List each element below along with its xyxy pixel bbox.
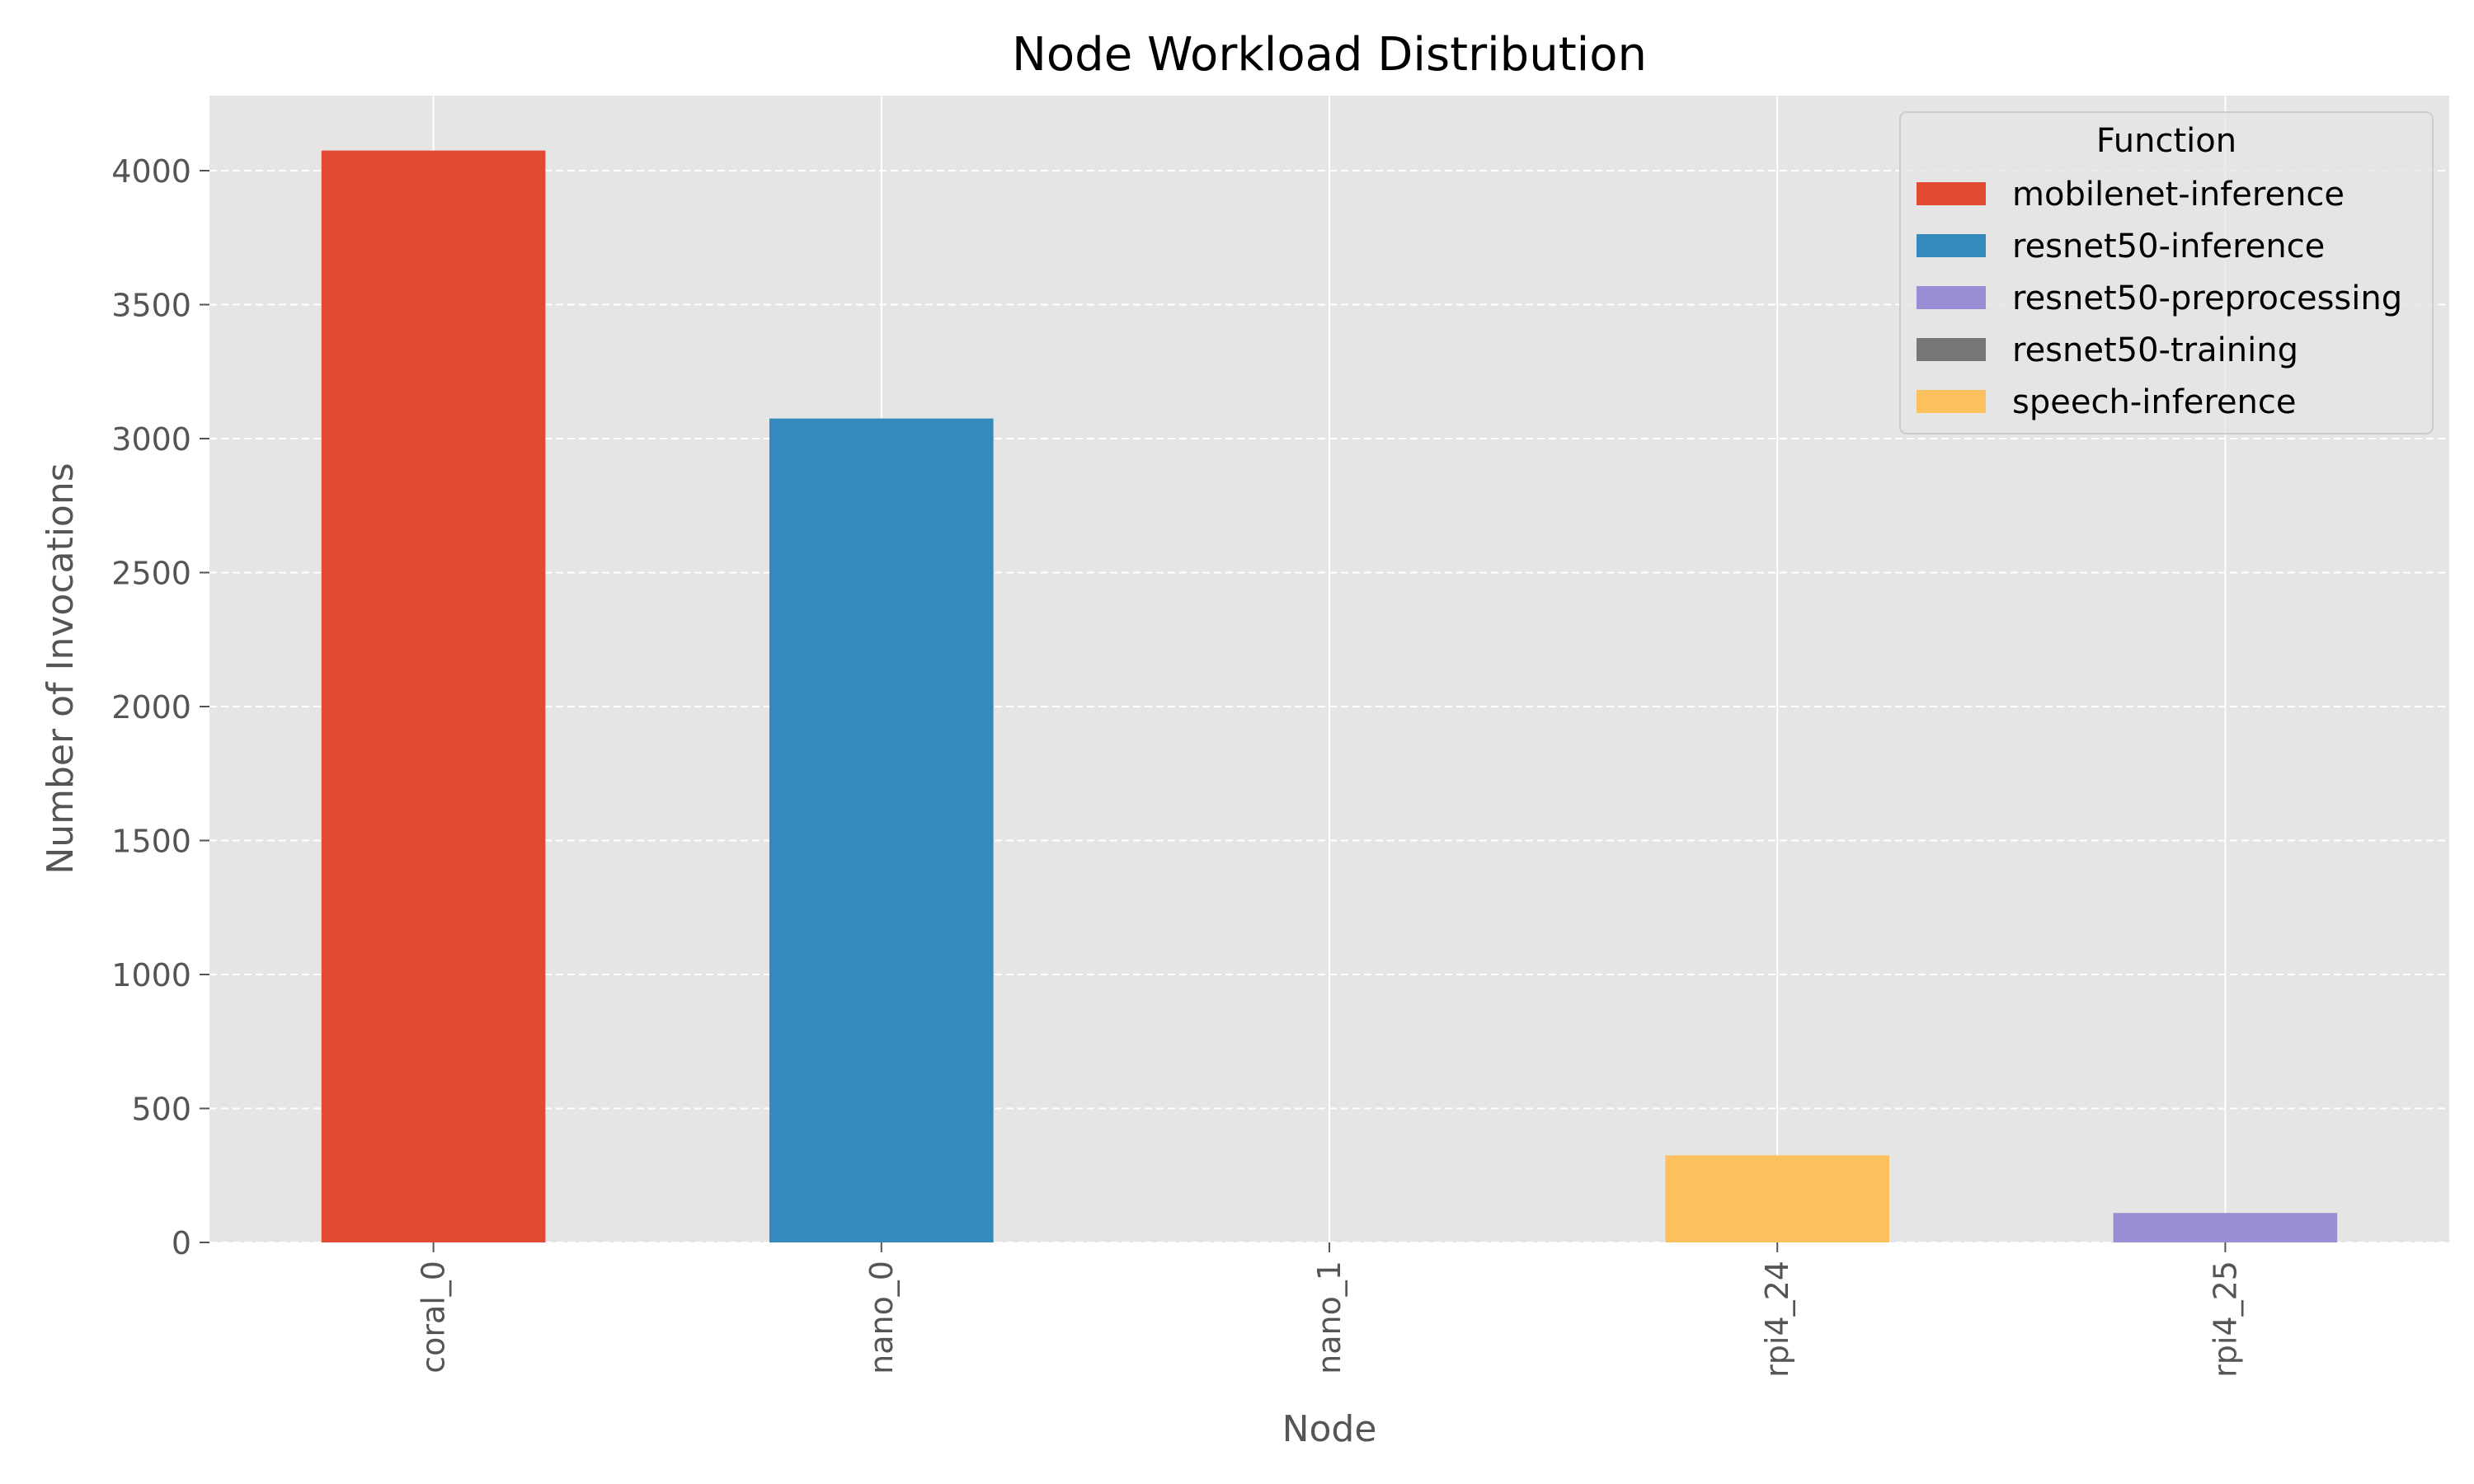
- x-axis: coral_0 nano_0 nano_1 rpi4_24 rpi4_25: [416, 1242, 2243, 1378]
- legend-label: speech-inference: [2012, 383, 2297, 421]
- legend-label: mobilenet-inference: [2012, 176, 2345, 214]
- x-tick-label: rpi4_25: [2207, 1261, 2243, 1378]
- y-axis-label: Number of Invocations: [40, 463, 82, 874]
- bar-rpi4_24-speech-inference: [1665, 1155, 1889, 1242]
- legend-swatch: [1917, 286, 1986, 309]
- y-tick-label: 1000: [111, 957, 191, 993]
- x-axis-label: Node: [1282, 1408, 1377, 1450]
- legend-items: mobilenet-inference resnet50-inference res…: [1917, 176, 2402, 421]
- y-axis: 0 500 1000 1500 2000 2500 3000 3500 4000: [111, 153, 209, 1261]
- legend-label: resnet50-preprocessing: [2012, 279, 2402, 317]
- y-tick-label: 1500: [111, 824, 191, 860]
- x-tick-label: nano_0: [863, 1261, 900, 1374]
- y-tick-label: 3000: [111, 421, 191, 458]
- x-tick-label: rpi4_24: [1759, 1261, 1795, 1378]
- bars: [321, 150, 2338, 1242]
- legend-swatch: [1917, 338, 1986, 361]
- y-gridlines: [209, 170, 2449, 1243]
- legend-title: Function: [2096, 122, 2236, 160]
- y-tick-label: 4000: [111, 153, 191, 190]
- x-tick-label: coral_0: [416, 1261, 452, 1374]
- x-tick-label: nano_1: [1311, 1261, 1348, 1374]
- y-tick-label: 3500: [111, 288, 191, 324]
- legend: Function mobilenet-inference resnet50-inf…: [1899, 111, 2434, 434]
- chart-title: Node Workload Distribution: [1012, 28, 1647, 82]
- y-tick-label: 2000: [111, 689, 191, 726]
- y-tick-label: 0: [172, 1225, 191, 1261]
- legend-swatch: [1917, 182, 1986, 205]
- y-tick-label: 2500: [111, 556, 191, 592]
- bar-coral_0-mobilenet-inference: [321, 150, 546, 1242]
- legend-swatch: [1917, 390, 1986, 413]
- bar-rpi4_25-resnet50-preprocessing: [2113, 1213, 2338, 1242]
- bar-nano_0-resnet50-inference: [769, 418, 994, 1242]
- y-tick-label: 500: [131, 1092, 191, 1128]
- legend-swatch: [1917, 234, 1986, 257]
- legend-box: [1899, 111, 2434, 434]
- legend-label: resnet50-training: [2012, 331, 2298, 369]
- legend-label: resnet50-inference: [2012, 228, 2325, 265]
